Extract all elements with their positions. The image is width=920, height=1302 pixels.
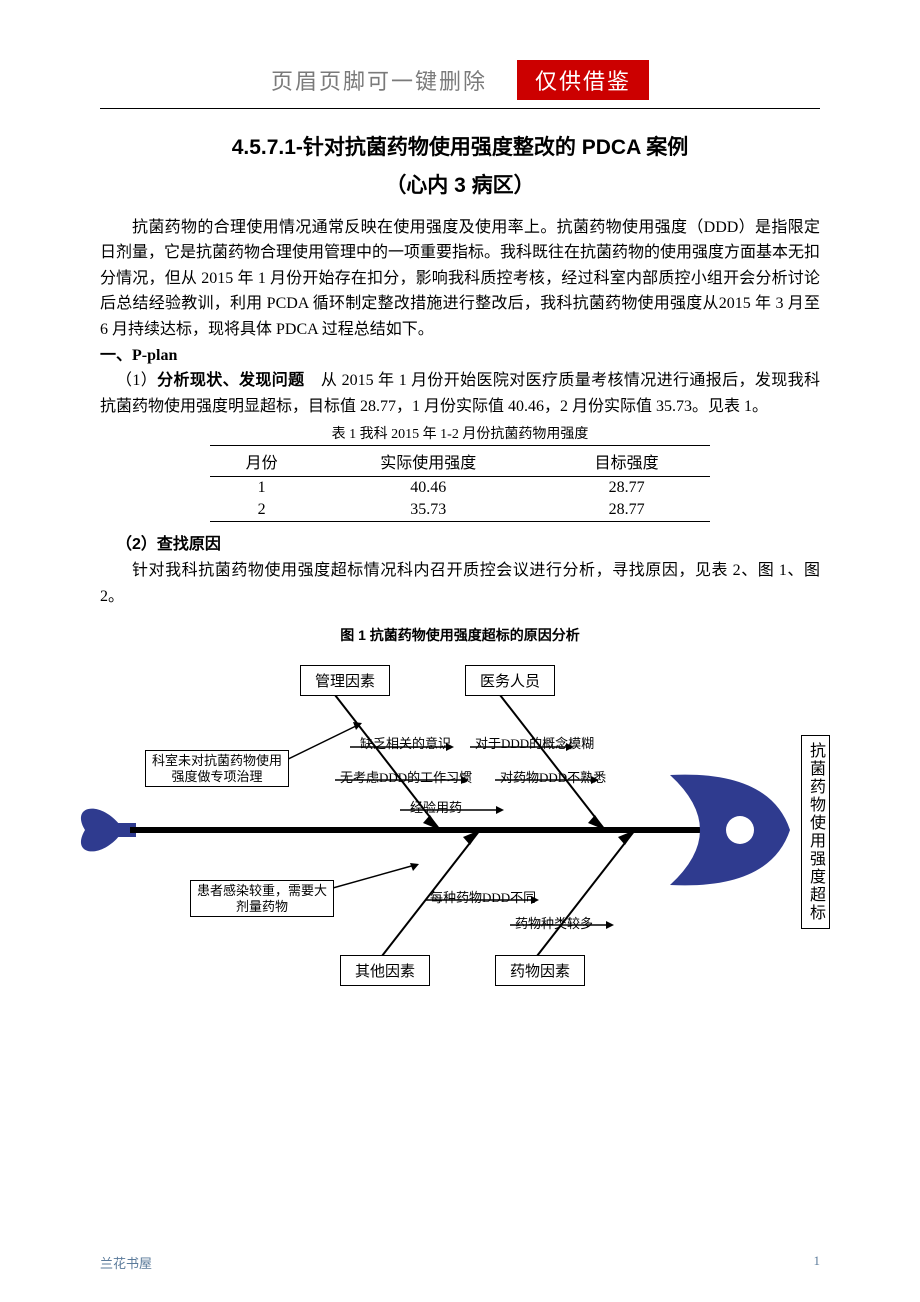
fishbone-diagram: 管理因素 医务人员 其他因素 药物因素 缺乏相关的意识 对于DDD的概念模糊 无…: [70, 655, 830, 995]
fb-cause: 对于DDD的概念模糊: [475, 733, 594, 752]
th-actual: 实际使用强度: [313, 446, 543, 477]
th-month: 月份: [210, 446, 313, 477]
fishbone-head-label: 抗菌药物使用强度超标: [801, 735, 830, 929]
table-row: 2 35.73 28.77: [210, 499, 710, 522]
table1-caption: 表 1 我科 2015 年 1-2 月份抗菌药物用强度: [100, 423, 820, 443]
fb-cause: 无考虑DDD的工作习惯: [340, 767, 472, 786]
header-badge: 仅供借鉴: [517, 60, 649, 100]
fb-cat-other: 其他因素: [340, 955, 430, 986]
header-rule: [100, 108, 820, 109]
fb-cause: 每种药物DDD不同: [430, 887, 536, 906]
table1: 月份 实际使用强度 目标强度 1 40.46 28.77 2 35.73 28.…: [210, 445, 710, 522]
footer-page-number: 1: [814, 1253, 821, 1272]
th-target: 目标强度: [543, 446, 710, 477]
fb-cause: 经验用药: [410, 797, 462, 816]
fb-cat-drug: 药物因素: [495, 955, 585, 986]
section-pplan: 一、P-plan: [100, 343, 820, 369]
p1-bold: 分析现状、发现问题: [157, 372, 304, 389]
fb-cause: 药物种类较多: [515, 913, 593, 932]
p1: （1）分析现状、发现问题 从 2015 年 1 月份开始医院对医疗质量考核情况进…: [100, 368, 820, 419]
fish-tail-icon: [81, 809, 120, 852]
table-row: 1 40.46 28.77: [210, 477, 710, 500]
p2: （2）查找原因: [100, 532, 820, 558]
fishbone-svg: [70, 655, 830, 995]
header-text: 页眉页脚可一键删除: [271, 64, 487, 96]
doc-subtitle: （心内 3 病区）: [100, 167, 820, 205]
footer-left: 兰花书屋: [100, 1253, 152, 1272]
fb-cat-staff: 医务人员: [465, 665, 555, 696]
intro-paragraph: 抗菌药物的合理使用情况通常反映在使用强度及使用率上。抗菌药物使用强度（DDD）是…: [100, 215, 820, 343]
figure1-caption: 图 1 抗菌药物使用强度超标的原因分析: [100, 625, 820, 645]
page-header: 页眉页脚可一键删除 仅供借鉴: [100, 60, 820, 100]
p1-num: （1）: [116, 372, 157, 389]
fb-cause: 缺乏相关的意识: [360, 733, 451, 752]
fb-cat-mgmt: 管理因素: [300, 665, 390, 696]
page-footer: 兰花书屋 1: [100, 1253, 820, 1272]
p2-body: 针对我科抗菌药物使用强度超标情况科内召开质控会议进行分析，寻找原因，见表 2、图…: [100, 558, 820, 609]
doc-title: 4.5.7.1-针对抗菌药物使用强度整改的 PDCA 案例: [100, 129, 820, 167]
fb-cause-box: 科室未对抗菌药物使用强度做专项治理: [145, 750, 289, 787]
fb-cause-box: 患者感染较重，需要大剂量药物: [190, 880, 334, 917]
p2-head: （2）查找原因: [116, 536, 221, 553]
fb-cause: 对药物DDD不熟悉: [500, 767, 606, 786]
